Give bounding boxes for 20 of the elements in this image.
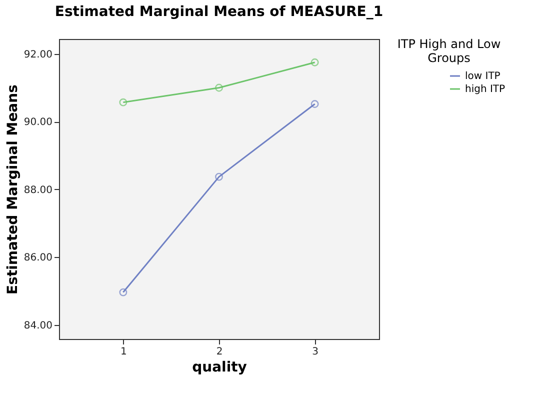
point bbox=[119, 288, 128, 296]
x-tick-label: 3 bbox=[312, 346, 318, 358]
y-axis-title: Estimated Marginal Means bbox=[4, 84, 21, 294]
y-tick-label: 86.00 bbox=[24, 252, 52, 264]
legend-label: high ITP bbox=[465, 84, 506, 95]
point bbox=[119, 98, 128, 106]
y-tick-label: 90.00 bbox=[24, 117, 52, 128]
point bbox=[215, 84, 223, 92]
x-axis-title: quality bbox=[192, 360, 247, 376]
y-tick-label: 84.00 bbox=[24, 320, 52, 332]
point bbox=[215, 172, 223, 181]
legend-title: ITP High and Low Groups bbox=[397, 37, 501, 65]
y-tick-label: 88.00 bbox=[24, 184, 52, 196]
chart-title: Estimated Marginal Means of MEASURE_1 bbox=[54, 4, 384, 20]
x-tick-label: 2 bbox=[216, 346, 223, 358]
y-tick-label: 92.00 bbox=[24, 49, 52, 60]
point bbox=[310, 58, 319, 66]
point bbox=[310, 100, 319, 108]
legend-label: low ITP bbox=[465, 71, 500, 82]
x-tick-label: 1 bbox=[120, 346, 127, 358]
